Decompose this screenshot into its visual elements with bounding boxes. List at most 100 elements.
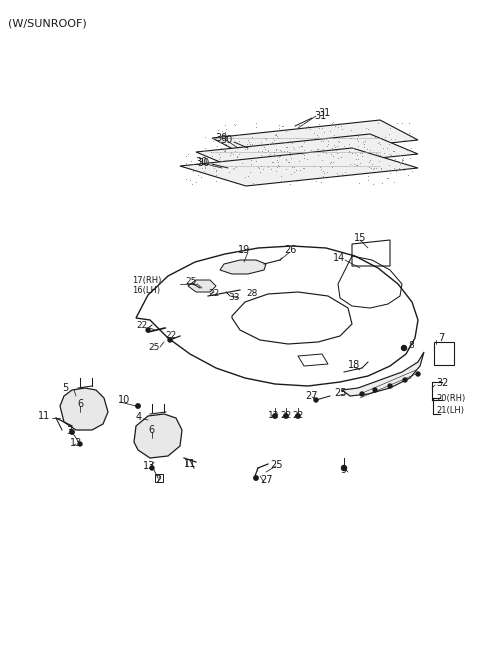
- Text: 26: 26: [284, 245, 296, 255]
- Point: [391, 134, 399, 144]
- Point: [275, 152, 283, 162]
- Point: [201, 162, 209, 173]
- Point: [248, 131, 256, 142]
- Point: [387, 134, 395, 144]
- Point: [282, 142, 290, 153]
- Point: [244, 135, 252, 146]
- Text: 6: 6: [148, 425, 154, 435]
- Point: [283, 146, 290, 156]
- Point: [218, 155, 226, 166]
- Point: [209, 136, 216, 146]
- Point: [371, 132, 379, 142]
- Point: [324, 167, 331, 177]
- Point: [313, 130, 321, 140]
- Point: [313, 144, 321, 154]
- Point: [267, 163, 275, 174]
- Point: [212, 170, 220, 180]
- Circle shape: [314, 398, 318, 402]
- Point: [393, 117, 401, 128]
- Point: [246, 167, 253, 178]
- Point: [272, 129, 279, 139]
- Point: [247, 159, 255, 169]
- Point: [259, 164, 266, 174]
- Point: [359, 137, 367, 148]
- Point: [397, 165, 405, 175]
- Point: [274, 151, 281, 161]
- Point: [273, 131, 281, 142]
- Point: [215, 148, 223, 159]
- Point: [238, 157, 246, 168]
- Point: [213, 141, 221, 152]
- Point: [397, 164, 405, 174]
- Point: [408, 166, 416, 176]
- Point: [287, 136, 294, 146]
- Point: [243, 138, 251, 149]
- Point: [212, 165, 220, 175]
- Point: [268, 139, 276, 150]
- Circle shape: [78, 442, 82, 446]
- Point: [231, 120, 239, 131]
- Point: [221, 155, 228, 165]
- Point: [261, 144, 269, 154]
- Point: [300, 136, 307, 147]
- Point: [274, 133, 281, 143]
- Point: [250, 178, 257, 188]
- Point: [230, 163, 238, 174]
- Point: [407, 153, 414, 163]
- Point: [252, 118, 260, 129]
- Point: [241, 144, 249, 154]
- Point: [315, 123, 323, 133]
- Point: [356, 157, 364, 168]
- Point: [226, 150, 233, 160]
- Point: [284, 156, 292, 167]
- Point: [363, 144, 371, 155]
- Point: [295, 142, 303, 152]
- Point: [331, 142, 339, 152]
- Circle shape: [403, 378, 407, 382]
- Point: [400, 157, 408, 168]
- Point: [300, 162, 308, 173]
- Point: [216, 152, 224, 162]
- Text: 9: 9: [340, 465, 346, 475]
- Point: [299, 162, 307, 173]
- Point: [217, 142, 225, 153]
- Text: 6: 6: [77, 399, 83, 409]
- Point: [348, 125, 355, 136]
- Point: [222, 123, 230, 134]
- Text: 32: 32: [436, 378, 448, 388]
- Point: [297, 165, 304, 175]
- Polygon shape: [196, 134, 418, 172]
- Text: 22: 22: [165, 331, 176, 340]
- Circle shape: [388, 384, 392, 388]
- Point: [216, 137, 224, 148]
- Point: [300, 145, 308, 155]
- Point: [355, 136, 362, 146]
- Point: [329, 150, 337, 161]
- Point: [257, 137, 265, 148]
- Point: [266, 149, 274, 159]
- Point: [334, 153, 342, 163]
- Point: [327, 156, 335, 167]
- Point: [356, 178, 363, 188]
- Point: [252, 152, 260, 163]
- Point: [295, 155, 303, 166]
- Point: [281, 136, 289, 147]
- Point: [395, 163, 403, 174]
- Point: [298, 150, 305, 160]
- Point: [399, 154, 407, 164]
- Point: [354, 141, 361, 152]
- Point: [198, 163, 205, 173]
- Point: [248, 138, 256, 149]
- Point: [328, 117, 336, 128]
- Point: [316, 162, 324, 173]
- Point: [270, 147, 278, 157]
- Point: [275, 159, 282, 170]
- Point: [392, 166, 399, 176]
- Text: 14: 14: [333, 253, 345, 263]
- Point: [329, 117, 336, 128]
- Point: [377, 163, 384, 174]
- Point: [208, 150, 216, 161]
- Point: [356, 148, 364, 158]
- Point: [261, 133, 268, 143]
- Point: [348, 170, 356, 180]
